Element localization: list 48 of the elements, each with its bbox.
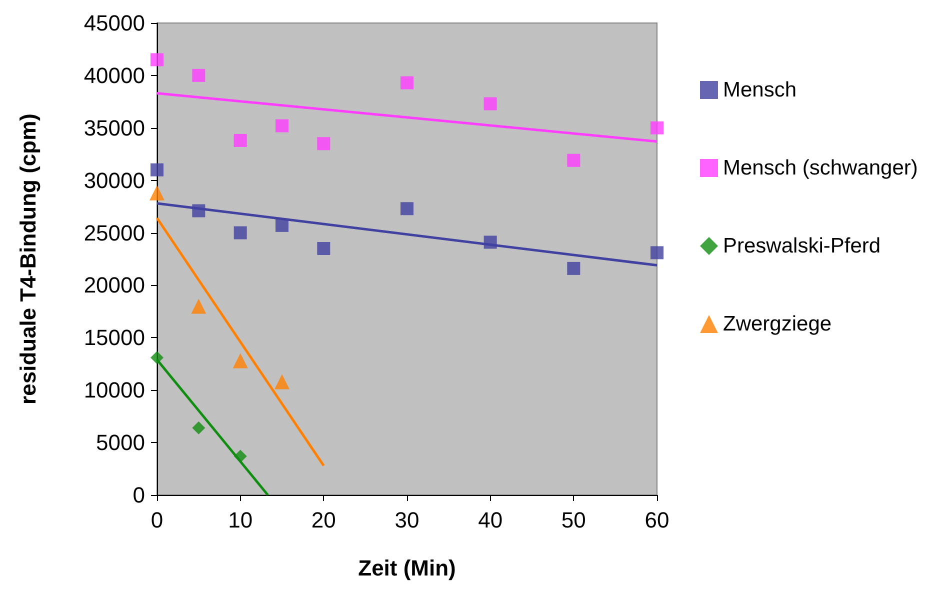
point bbox=[400, 202, 414, 216]
point bbox=[150, 351, 164, 364]
legend-label: Preswalski-Pferd bbox=[723, 234, 881, 258]
point bbox=[150, 53, 164, 66]
point bbox=[400, 76, 414, 90]
y-tick-label: 10000 bbox=[84, 378, 145, 403]
point bbox=[192, 68, 206, 82]
point bbox=[650, 246, 664, 260]
y-tick-label: 5000 bbox=[96, 430, 145, 456]
x-tick-label: 40 bbox=[478, 508, 503, 532]
point bbox=[150, 163, 164, 176]
point bbox=[276, 119, 288, 132]
legend-label: Mensch (schwanger) bbox=[723, 156, 918, 180]
point bbox=[650, 121, 664, 134]
point bbox=[276, 218, 288, 232]
x-tick-label: 30 bbox=[394, 508, 420, 532]
y-tick-label: 0 bbox=[132, 482, 145, 508]
y-tick-label: 45000 bbox=[84, 10, 145, 36]
x-tick-label: 20 bbox=[311, 508, 336, 532]
point bbox=[567, 262, 580, 275]
point bbox=[234, 450, 247, 463]
point bbox=[484, 97, 497, 110]
legend-label: Mensch bbox=[723, 78, 797, 102]
y-axis-title: residuale T4-Bindung (cpm) bbox=[16, 114, 40, 404]
point bbox=[234, 134, 247, 147]
point bbox=[232, 353, 248, 368]
legend-label: Zwergziege bbox=[723, 312, 832, 336]
point bbox=[150, 185, 164, 200]
point bbox=[192, 421, 206, 434]
x-tick-label: 60 bbox=[644, 508, 670, 532]
x-tick-label: 0 bbox=[150, 508, 164, 532]
point bbox=[191, 298, 206, 314]
point bbox=[234, 226, 247, 240]
y-tick-label: 20000 bbox=[84, 272, 145, 298]
point bbox=[317, 137, 330, 150]
y-tick-label: 25000 bbox=[84, 220, 145, 246]
point bbox=[567, 154, 580, 167]
x-tick-label: 50 bbox=[561, 508, 586, 532]
point bbox=[317, 242, 330, 256]
x-tick-label: 10 bbox=[228, 508, 253, 532]
point bbox=[484, 236, 497, 249]
point bbox=[192, 204, 206, 218]
y-tick-label: 30000 bbox=[84, 168, 145, 193]
x-axis-title: Zeit (Min) bbox=[358, 556, 456, 580]
point bbox=[274, 374, 290, 390]
y-tick-label: 40000 bbox=[84, 62, 145, 88]
y-tick-label: 15000 bbox=[84, 325, 145, 350]
y-tick-label: 35000 bbox=[84, 115, 145, 140]
